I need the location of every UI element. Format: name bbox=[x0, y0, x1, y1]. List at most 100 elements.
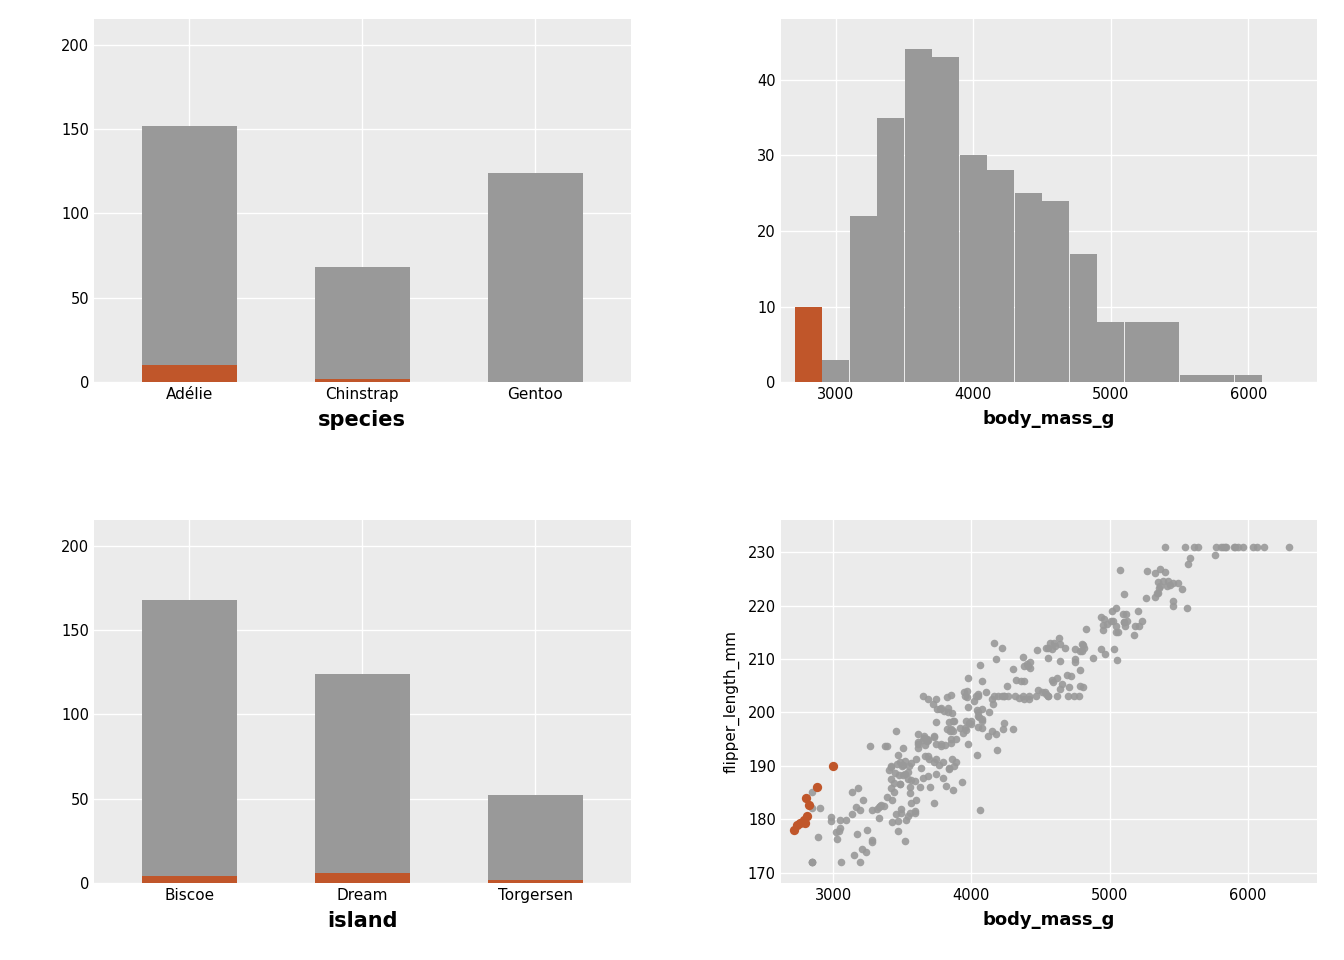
Point bbox=[866, 802, 887, 817]
Point bbox=[1043, 636, 1064, 651]
Point bbox=[945, 754, 966, 769]
Point bbox=[886, 805, 907, 821]
Point bbox=[841, 806, 863, 822]
Point bbox=[829, 820, 851, 835]
Point bbox=[986, 688, 1008, 704]
Bar bbox=[488, 879, 583, 883]
Point bbox=[1070, 679, 1091, 694]
Point bbox=[1149, 579, 1171, 594]
Bar bbox=[314, 873, 410, 883]
Point bbox=[917, 768, 938, 783]
Point bbox=[1056, 668, 1078, 684]
Point bbox=[969, 803, 991, 818]
Bar bbox=[141, 126, 237, 382]
Point bbox=[1013, 674, 1035, 689]
Point bbox=[802, 854, 824, 870]
Point bbox=[949, 720, 970, 735]
Point bbox=[1013, 658, 1035, 673]
Point bbox=[1093, 617, 1114, 633]
Point bbox=[923, 755, 945, 770]
Point bbox=[905, 774, 926, 789]
Point bbox=[784, 822, 805, 837]
Point bbox=[923, 696, 945, 711]
Point bbox=[926, 702, 948, 717]
Point bbox=[856, 823, 878, 838]
Point bbox=[1051, 676, 1073, 691]
Point bbox=[900, 796, 922, 811]
Point bbox=[1060, 668, 1082, 684]
Point bbox=[913, 688, 934, 704]
Point bbox=[1113, 614, 1134, 630]
Point bbox=[941, 705, 962, 720]
Point bbox=[925, 736, 946, 752]
Bar bbox=[488, 173, 583, 382]
Point bbox=[1129, 618, 1150, 634]
Point bbox=[1156, 579, 1177, 594]
Point bbox=[862, 834, 883, 850]
Point bbox=[913, 731, 934, 746]
Point bbox=[880, 780, 902, 796]
Point bbox=[907, 727, 929, 742]
Bar bbox=[933, 57, 960, 382]
Point bbox=[1107, 625, 1129, 640]
Point bbox=[849, 853, 871, 869]
Point bbox=[1047, 688, 1068, 704]
Point bbox=[852, 792, 874, 807]
Point bbox=[1063, 688, 1085, 704]
Point bbox=[1180, 550, 1202, 565]
Point bbox=[802, 784, 824, 800]
Point bbox=[1093, 622, 1114, 637]
Point bbox=[1146, 586, 1168, 601]
Point bbox=[942, 782, 964, 798]
Point bbox=[957, 684, 978, 699]
Point bbox=[1125, 618, 1146, 634]
Point bbox=[930, 738, 952, 754]
Point bbox=[874, 799, 895, 814]
Point bbox=[917, 748, 938, 763]
Bar bbox=[141, 600, 237, 883]
Point bbox=[968, 688, 989, 704]
Point bbox=[977, 729, 999, 744]
Bar bbox=[794, 306, 821, 382]
Point bbox=[802, 854, 824, 870]
Point bbox=[882, 792, 903, 807]
Point bbox=[934, 704, 956, 719]
Point bbox=[1116, 607, 1137, 622]
Point bbox=[960, 713, 981, 729]
Point bbox=[1070, 662, 1091, 678]
Point bbox=[915, 732, 937, 748]
Point bbox=[1003, 661, 1024, 677]
Point bbox=[956, 689, 977, 705]
Point bbox=[1012, 688, 1034, 704]
Point bbox=[796, 790, 817, 805]
Point bbox=[937, 705, 958, 720]
Point bbox=[1048, 630, 1070, 645]
Point bbox=[880, 759, 902, 775]
Point bbox=[892, 740, 914, 756]
Point bbox=[898, 765, 919, 780]
Point bbox=[991, 688, 1012, 704]
Point bbox=[937, 689, 958, 705]
Point bbox=[972, 673, 993, 688]
Point bbox=[1102, 604, 1124, 619]
Point bbox=[1114, 618, 1136, 634]
Point bbox=[1027, 683, 1048, 698]
Point bbox=[1145, 565, 1167, 581]
Point bbox=[1168, 576, 1189, 591]
Point bbox=[892, 768, 914, 783]
Point bbox=[984, 688, 1005, 704]
Bar bbox=[823, 360, 849, 382]
Point bbox=[1163, 593, 1184, 609]
Point bbox=[1034, 684, 1055, 700]
Point bbox=[1105, 600, 1126, 615]
Point bbox=[849, 803, 871, 818]
Point bbox=[929, 702, 950, 717]
Bar bbox=[849, 216, 876, 382]
Point bbox=[888, 768, 910, 783]
Point bbox=[1154, 540, 1176, 555]
Point bbox=[981, 724, 1003, 739]
Point bbox=[1154, 564, 1176, 580]
Point bbox=[965, 688, 986, 704]
Point bbox=[942, 713, 964, 729]
Point bbox=[878, 762, 899, 778]
